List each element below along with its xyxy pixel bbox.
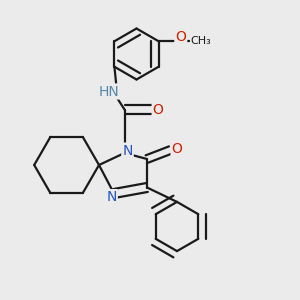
Text: N: N bbox=[106, 190, 117, 204]
Text: CH₃: CH₃ bbox=[191, 36, 212, 46]
Text: N: N bbox=[122, 144, 133, 158]
Text: O: O bbox=[172, 142, 182, 156]
Text: HN: HN bbox=[98, 85, 119, 98]
Text: O: O bbox=[175, 30, 186, 44]
Text: O: O bbox=[153, 103, 164, 116]
